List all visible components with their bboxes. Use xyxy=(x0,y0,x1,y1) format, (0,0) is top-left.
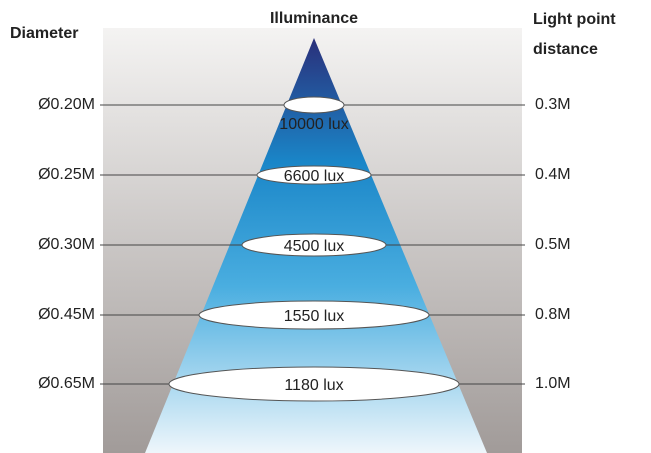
illuminance-label: 1550 lux xyxy=(284,308,345,325)
distance-label: 0.4M xyxy=(535,166,571,183)
distance-label: 0.3M xyxy=(535,96,571,113)
diameter-label: Ø0.20M xyxy=(38,96,95,113)
diameter-label: Ø0.25M xyxy=(38,166,95,183)
distance-header: distance xyxy=(533,41,598,58)
beam-spot xyxy=(198,300,430,330)
illuminance-header: Illuminance xyxy=(270,10,358,27)
beam-spot xyxy=(256,165,372,185)
distance-label: 0.8M xyxy=(535,306,571,323)
illuminance-label: 4500 lux xyxy=(284,238,345,255)
beam-spot xyxy=(168,366,460,402)
diameter-label: Ø0.30M xyxy=(38,236,95,253)
distance-header: Light point xyxy=(533,11,616,28)
distance-label: 1.0M xyxy=(535,375,571,392)
diameter-label: Ø0.45M xyxy=(38,306,95,323)
illuminance-label: 10000 lux xyxy=(279,116,348,133)
diameter-header: Diameter xyxy=(10,25,78,42)
beam-spot xyxy=(241,233,387,257)
distance-label: 0.5M xyxy=(535,236,571,253)
beam-spot xyxy=(283,96,345,114)
diameter-label: Ø0.65M xyxy=(38,375,95,392)
illuminance-label: 6600 lux xyxy=(284,168,345,185)
illuminance-label: 1180 lux xyxy=(284,377,343,394)
